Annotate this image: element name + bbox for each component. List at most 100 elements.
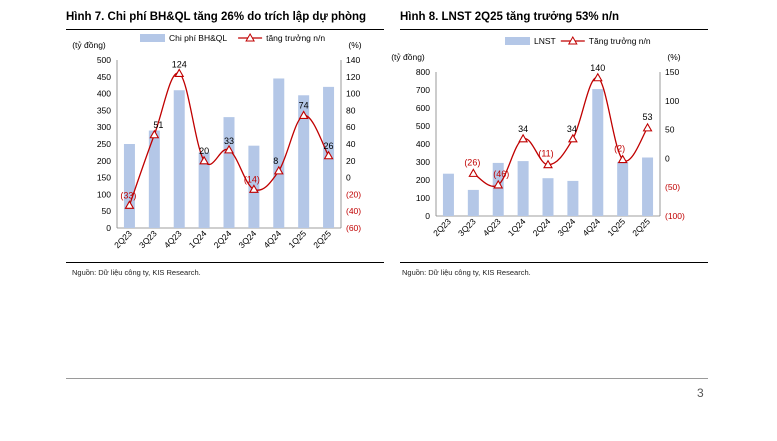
category-label: 4Q24: [580, 216, 602, 238]
growth-marker: [543, 159, 553, 169]
left-tick-label: 400: [416, 139, 430, 149]
right-tick-label: 40: [346, 139, 356, 149]
left-tick-label: 200: [97, 156, 111, 166]
right-tick-label: 0: [346, 173, 351, 183]
growth-value-label: (2): [614, 144, 625, 154]
bar-4q24: [273, 78, 285, 228]
legend-bar-swatch: [140, 34, 165, 42]
bar-3q23: [467, 189, 479, 216]
right-tick-label: 60: [346, 122, 356, 132]
category-label: 2Q24: [531, 216, 553, 238]
legend-line-label: tăng trưởng n/n: [266, 33, 325, 43]
right-tick-label: 150: [665, 67, 679, 77]
growth-marker: [518, 133, 529, 143]
legend-bar-swatch: [505, 37, 530, 45]
left-tick-label: 200: [416, 175, 430, 185]
figure-8-bottom-rule: [400, 262, 708, 263]
right-axis-unit: (%): [667, 52, 680, 62]
bar-4q23: [492, 162, 504, 216]
category-label: 4Q23: [481, 216, 503, 238]
growth-value-label: 20: [199, 146, 209, 156]
left-tick-label: 400: [97, 89, 111, 99]
page-number: 3: [697, 386, 704, 400]
left-tick-label: 100: [97, 189, 111, 199]
left-tick-label: 600: [416, 103, 430, 113]
growth-marker: [592, 72, 603, 82]
footer-rule: [66, 378, 708, 379]
right-tick-label: (100): [665, 211, 685, 221]
figure-8-source: Nguồn: Dữ liệu công ty, KIS Research.: [402, 268, 531, 277]
category-label: 2Q23: [431, 216, 453, 238]
legend-triangle-marker: [245, 32, 255, 42]
growth-marker: [642, 122, 653, 132]
figure-7-title: Hình 7. Chi phí BH&QL tăng 26% do trích …: [66, 11, 367, 23]
figure-7-source: Nguồn: Dữ liệu công ty, KIS Research.: [72, 268, 201, 277]
growth-marker: [567, 133, 578, 143]
figure-8-title-rule: [400, 29, 708, 30]
left-tick-label: 500: [416, 121, 430, 131]
category-label: 2Q25: [630, 216, 652, 238]
bar-4q23: [173, 90, 185, 229]
growth-marker: [248, 184, 259, 193]
left-tick-label: 300: [97, 122, 111, 132]
bar-2q23: [123, 144, 135, 228]
figure-7-title-rule: [66, 29, 384, 30]
growth-line: [472, 77, 649, 187]
growth-marker: [617, 154, 628, 164]
bar-3q24: [567, 180, 579, 216]
growth-marker: [199, 155, 210, 165]
legend-bar-label: Chi phí BH&QL: [169, 33, 227, 43]
growth-value-label: 34: [567, 124, 577, 134]
right-tick-label: 120: [346, 72, 360, 82]
right-tick-label: 0: [665, 153, 670, 163]
bar-3q23: [148, 130, 160, 228]
growth-marker: [468, 168, 479, 177]
growth-marker: [273, 165, 284, 175]
bar-2q24: [223, 117, 235, 228]
growth-value-label: 8: [273, 156, 278, 166]
left-tick-label: 800: [416, 67, 430, 77]
growth-marker: [174, 68, 185, 77]
growth-marker: [298, 110, 309, 119]
figure-7-bottom-rule: [66, 262, 384, 263]
left-axis-unit: (tỷ đồng): [391, 52, 425, 62]
growth-marker: [224, 144, 234, 154]
right-axis-unit: (%): [348, 40, 361, 50]
category-label: 3Q24: [556, 216, 578, 238]
left-tick-label: 0: [106, 223, 111, 233]
left-tick-label: 700: [416, 85, 430, 95]
left-tick-label: 300: [416, 157, 430, 167]
growth-value-label: 140: [590, 63, 605, 73]
category-label: 1Q25: [605, 216, 627, 238]
category-label: 3Q23: [456, 216, 478, 238]
bar-2q23: [442, 173, 454, 216]
left-axis-unit: (tỷ đồng): [72, 40, 106, 50]
right-tick-label: 100: [665, 96, 679, 106]
right-tick-label: 20: [346, 156, 356, 166]
left-tick-label: 450: [97, 72, 111, 82]
growth-value-label: 74: [299, 100, 309, 110]
growth-marker: [493, 179, 504, 189]
left-tick-label: 350: [97, 105, 111, 115]
growth-value-label: (46): [493, 169, 509, 179]
growth-value-label: (33): [120, 190, 136, 200]
left-tick-label: 50: [102, 206, 112, 216]
bar-1q25: [617, 162, 629, 216]
growth-value-label: 34: [518, 124, 528, 134]
bar-2q24: [542, 178, 554, 216]
legend-line-label: Tăng trưởng n/n: [589, 36, 651, 46]
bar-1q25: [298, 95, 310, 228]
left-tick-label: 250: [97, 139, 111, 149]
right-tick-label: 140: [346, 55, 360, 65]
left-tick-label: 0: [425, 211, 430, 221]
growth-marker: [124, 200, 135, 209]
right-tick-label: (20): [346, 189, 361, 199]
left-tick-label: 150: [97, 173, 111, 183]
growth-value-label: 53: [643, 112, 653, 122]
right-tick-label: (60): [346, 223, 361, 233]
growth-marker: [149, 129, 160, 139]
left-tick-label: 100: [416, 193, 430, 203]
bar-1q24: [198, 152, 210, 228]
